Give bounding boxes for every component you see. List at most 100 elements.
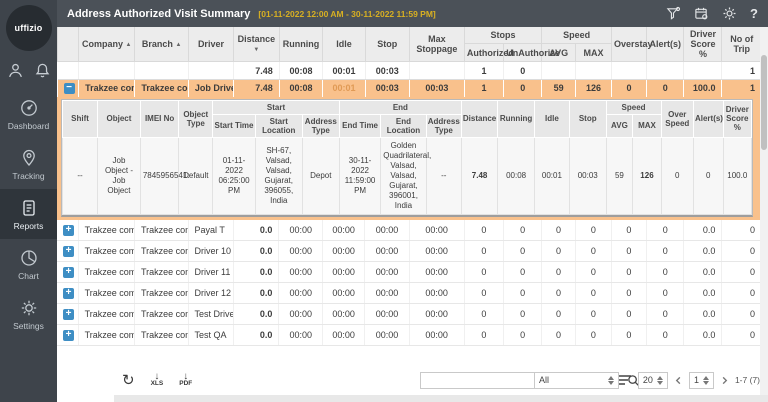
- cell-idle: 00:00: [322, 324, 366, 346]
- detail-row: -- Job Object - Job Object 7845956541: D…: [61, 136, 753, 215]
- cell-running: 00:00: [278, 240, 324, 262]
- column-group-stops: Stops: [463, 27, 543, 45]
- collapse-row-button[interactable]: −: [63, 83, 75, 95]
- detail-header-distance: Distance: [460, 99, 499, 138]
- cell-branch: Trakzee comp: [134, 79, 189, 97]
- expand-row-button[interactable]: +: [63, 267, 74, 278]
- column-header-driver[interactable]: Driver: [187, 27, 234, 62]
- cell-company: Trakzee comp: [78, 261, 135, 283]
- detail-alerts: 0: [692, 136, 724, 215]
- total-distance: 7.48: [233, 61, 280, 80]
- expand-row-button[interactable]: +: [63, 309, 74, 320]
- cell-idle: 00:01: [322, 79, 366, 97]
- pagination-range: 1-7 (7): [734, 375, 760, 385]
- cell-distance: 0.0: [233, 303, 280, 325]
- column-header-running[interactable]: Running: [278, 27, 324, 62]
- page-number-select[interactable]: 1: [688, 371, 714, 389]
- cell-running: 00:00: [278, 303, 324, 325]
- sidebar-item-tracking[interactable]: Tracking: [0, 139, 57, 189]
- detail-running: 00:08: [497, 136, 535, 215]
- column-header-company[interactable]: Company ▲: [78, 27, 136, 62]
- search-column-select[interactable]: All: [534, 371, 619, 389]
- column-header-idle[interactable]: Idle: [322, 27, 366, 62]
- column-header-stop[interactable]: Stop: [364, 27, 410, 62]
- column-header-unauthorized[interactable]: UnAuthorize: [503, 43, 560, 62]
- cell-unauthorized: 0: [503, 324, 543, 346]
- vertical-scrollbar[interactable]: [760, 27, 768, 395]
- export-pdf-button[interactable]: ↓ PDF: [179, 370, 192, 388]
- cell-overstay: 0: [611, 219, 648, 241]
- rows-per-page-icon: [618, 375, 631, 385]
- column-header-max[interactable]: MAX: [575, 43, 612, 62]
- detail-header-end-time: End Time: [338, 113, 382, 138]
- download-icon: ↓: [183, 370, 189, 382]
- search-input[interactable]: [420, 371, 534, 389]
- tracking-icon: [22, 149, 35, 166]
- detail-header-running: Running: [497, 99, 535, 138]
- cell-alerts: 0: [646, 303, 685, 325]
- cell-stop: 00:00: [364, 303, 410, 325]
- sidebar-item-reports[interactable]: Reports: [0, 189, 57, 239]
- logo[interactable]: uffizio: [0, 0, 57, 56]
- table-row[interactable]: + Trakzee comp Trakzee comp Driver 11 0.…: [57, 261, 762, 283]
- detail-distance: 7.48: [460, 136, 499, 215]
- column-header-authorized[interactable]: Authorized: [463, 43, 514, 62]
- cell-company: Trakzee comp: [78, 324, 135, 346]
- column-header-distance[interactable]: Distance ▼: [232, 27, 280, 62]
- expanded-parent-row[interactable]: − Trakzee comp Trakzee comp Job Driver 7…: [57, 79, 762, 97]
- page-size-select[interactable]: 20: [637, 371, 668, 389]
- prev-page-icon[interactable]: [674, 376, 683, 385]
- cell-idle: 00:00: [322, 219, 366, 241]
- column-header-driver-score[interactable]: Driver Score %: [683, 27, 723, 62]
- report-settings-icon[interactable]: [694, 6, 709, 21]
- table-row[interactable]: + Trakzee comp Trakzee comp Driver 10 0.…: [57, 240, 762, 262]
- gear-icon[interactable]: [722, 6, 737, 21]
- sidebar-nav: Dashboard Tracking Reports Chart: [0, 89, 57, 339]
- column-header-branch[interactable]: Branch ▲: [134, 27, 189, 62]
- cell-stop: 00:00: [364, 261, 410, 283]
- table-row[interactable]: + Trakzee comp Trakzee comp Test QA 0.0 …: [57, 324, 762, 346]
- page-number-value: 1: [693, 375, 699, 385]
- column-header-no-of-trip[interactable]: No of Trip: [721, 27, 762, 62]
- expanded-detail-section: Shift Object IMEI No Object Type Start E…: [57, 96, 762, 220]
- scrollbar-thumb[interactable]: [761, 55, 767, 150]
- sidebar-item-chart[interactable]: Chart: [0, 239, 57, 289]
- column-header-overstay[interactable]: Overstay: [610, 27, 652, 62]
- cell-running: 00:00: [278, 324, 324, 346]
- bell-icon[interactable]: [34, 62, 51, 79]
- cell-max-stoppage: 00:00: [409, 261, 465, 283]
- export-xls-button[interactable]: ↓ XLS: [151, 371, 164, 388]
- search-column-value: All: [539, 375, 550, 385]
- cell-unauthorized: 0: [503, 219, 543, 241]
- sidebar-item-settings[interactable]: Settings: [0, 289, 57, 339]
- help-icon[interactable]: ?: [750, 6, 758, 21]
- select-arrows-icon: [608, 375, 614, 385]
- refresh-icon[interactable]: ↻: [122, 372, 135, 389]
- table-row[interactable]: + Trakzee comp Trakzee comp Driver 12 0.…: [57, 282, 762, 304]
- expand-row-button[interactable]: +: [63, 224, 74, 236]
- next-page-icon[interactable]: [720, 376, 729, 385]
- table-row[interactable]: + Trakzee comp Trakzee comp Test Driver …: [57, 303, 762, 325]
- column-header-max-stoppage[interactable]: Max Stoppage: [408, 27, 465, 62]
- detail-start-location: SH-67, Valsad, Valsad, Gujarat, 396055, …: [254, 136, 303, 215]
- column-header-alerts[interactable]: Alert(s): [646, 27, 685, 62]
- filter-icon[interactable]: [666, 6, 681, 21]
- cell-overstay: 0: [611, 240, 648, 262]
- detail-header-start-location: Start Location: [254, 113, 303, 138]
- sidebar-item-dashboard[interactable]: Dashboard: [0, 89, 57, 139]
- detail-header-address-type: Address Type: [425, 113, 462, 138]
- table-row[interactable]: + Trakzee comp Trakzee comp Payal T 0.0 …: [57, 219, 762, 241]
- detail-address-type-2: --: [425, 136, 462, 215]
- logo-text: uffizio: [5, 5, 52, 51]
- expand-column-header: [56, 27, 80, 62]
- expand-row-button[interactable]: +: [63, 246, 74, 257]
- cell-stop: 00:03: [365, 79, 410, 97]
- detail-shift: --: [61, 136, 99, 215]
- expand-row-button[interactable]: +: [63, 288, 74, 299]
- user-icon[interactable]: [7, 62, 24, 79]
- column-header-avg[interactable]: AVG: [541, 43, 577, 62]
- cell-authorized: 0: [464, 261, 505, 283]
- detail-table: Shift Object IMEI No Object Type Start E…: [61, 99, 753, 215]
- detail-header-stop: Stop: [568, 99, 607, 138]
- expand-row-button[interactable]: +: [63, 330, 74, 341]
